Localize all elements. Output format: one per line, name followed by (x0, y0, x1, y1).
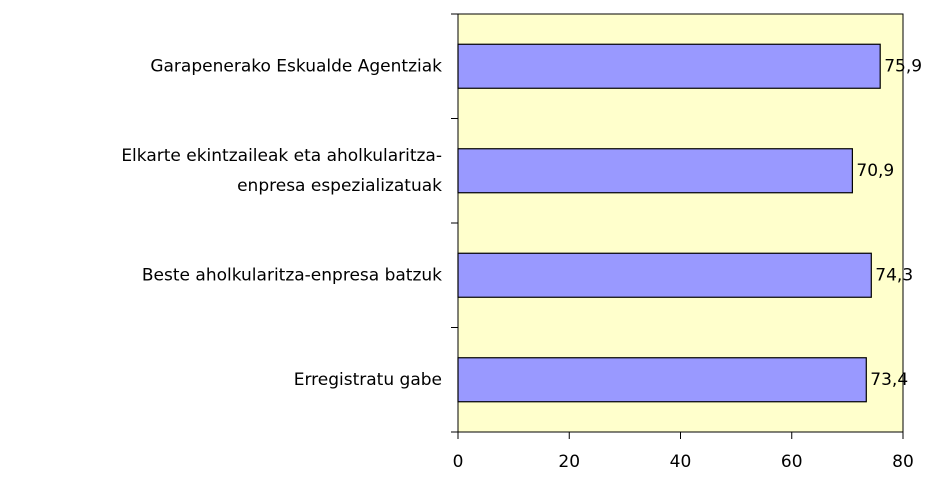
x-tick-label: 60 (781, 452, 803, 472)
bar (457, 148, 853, 194)
x-tick-label: 20 (558, 452, 580, 472)
x-tick-label: 0 (453, 452, 464, 472)
y-tick-label: Elkarte ekintzaileak eta aholkularitza-e… (121, 146, 442, 196)
value-label: 73,4 (870, 370, 908, 390)
y-tick-label: Erregistratu gabe (294, 370, 442, 390)
bar (457, 357, 867, 403)
bar (457, 43, 881, 89)
x-tick-label: 40 (670, 452, 692, 472)
y-tick-label: Garapenerako Eskualde Agentziak (150, 56, 442, 76)
value-label: 74,3 (875, 265, 913, 285)
value-label: 70,9 (856, 161, 894, 181)
bar (457, 252, 872, 298)
x-tick-label: 80 (892, 452, 914, 472)
y-tick-label: Beste aholkularitza-enpresa batzuk (142, 265, 442, 285)
value-label: 75,9 (884, 56, 922, 76)
